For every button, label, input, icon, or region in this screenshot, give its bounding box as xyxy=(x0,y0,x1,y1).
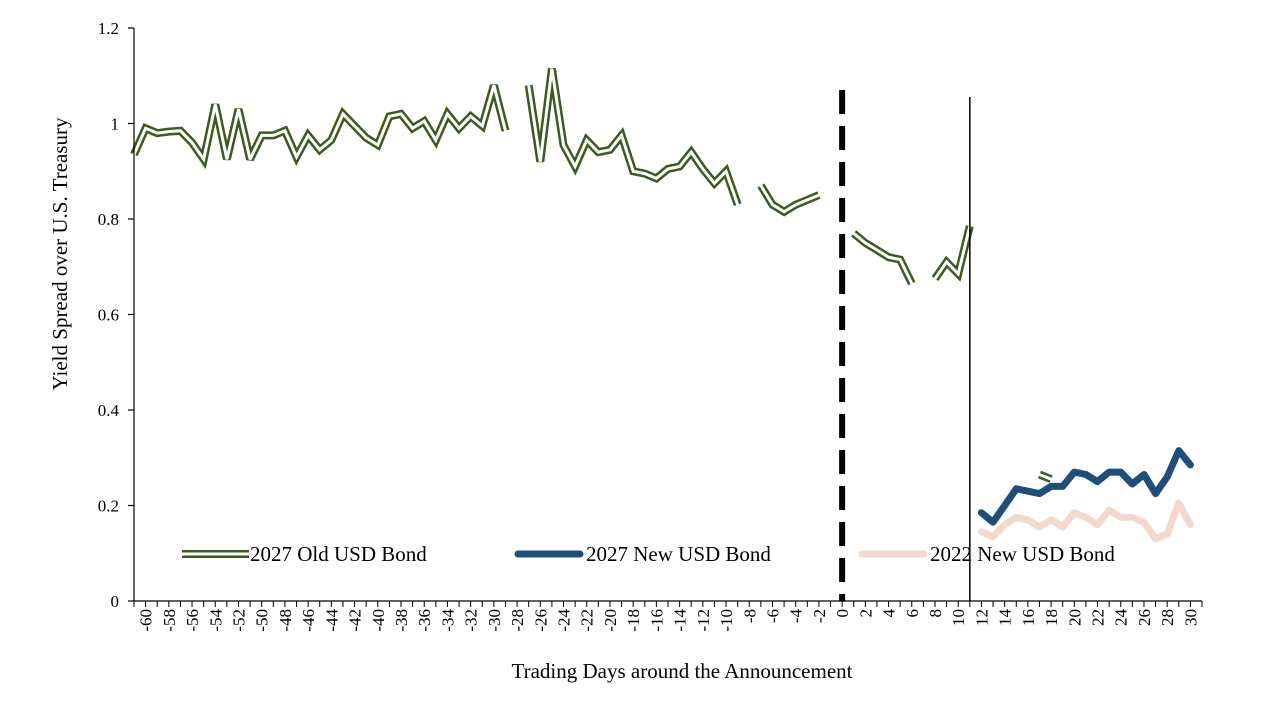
x-tick-label: 24 xyxy=(1112,609,1131,627)
x-tick-label: -20 xyxy=(601,609,620,632)
x-tick-label: -2 xyxy=(810,609,829,623)
2027-old-usd-bond-line-inner xyxy=(852,232,914,285)
x-tick-label: -18 xyxy=(624,609,643,632)
x-tick-label: -40 xyxy=(369,609,388,632)
y-ticks: 0 0.2 0.4 0.6 0.8 1 1.2 xyxy=(98,19,134,611)
x-tick-label: 30 xyxy=(1181,609,1200,626)
x-tick-label: -50 xyxy=(253,609,272,632)
x-tick-label: -32 xyxy=(462,609,481,632)
x-tick-label: -58 xyxy=(160,609,179,632)
x-tick-label: -38 xyxy=(392,609,411,632)
2027-new-usd-bond-legend-label: 2027 New USD Bond xyxy=(586,542,771,566)
x-tick-label: -36 xyxy=(415,609,434,632)
x-tick-label: -30 xyxy=(485,609,504,632)
x-ticks: -60 -58 -56 -54 -52 -50 -48 -46 -44 -42 -40 -38 -36-… xyxy=(133,601,1203,632)
legend: 2027 Old USD Bond 2027 New USD Bond 2022 N… xyxy=(182,542,1115,566)
x-tick-label: 2 xyxy=(856,609,875,618)
x-tick-label: -52 xyxy=(229,609,248,632)
2022-new-usd-bond-line xyxy=(977,499,1194,543)
x-tick-label: 18 xyxy=(1042,609,1061,626)
x-tick-label: -16 xyxy=(647,609,666,632)
x-axis-title: Trading Days around the Announcement xyxy=(511,659,852,683)
x-tick-label: 6 xyxy=(903,609,922,618)
x-tick-label: -42 xyxy=(346,609,365,632)
x-tick-label: 28 xyxy=(1158,609,1177,626)
2027-old-usd-bond-line-inner xyxy=(132,84,507,163)
x-tick-label: 12 xyxy=(972,609,991,626)
y-tick-label: 0 xyxy=(111,592,120,611)
plot-lines xyxy=(130,67,1194,543)
x-tick-label: 20 xyxy=(1065,609,1084,626)
x-tick-label: -24 xyxy=(555,609,574,632)
x-tick-label: -6 xyxy=(763,609,782,623)
2027-old-usd-bond-line-inner xyxy=(527,68,740,206)
x-tick-label: -44 xyxy=(322,609,341,632)
axes xyxy=(133,28,1202,602)
2027-old-usd-bond-legend-label: 2027 Old USD Bond xyxy=(250,542,427,566)
x-tick-label: -28 xyxy=(508,609,527,632)
x-tick-label: -54 xyxy=(206,609,225,632)
x-tick-label: -26 xyxy=(531,609,550,632)
x-tick-label: 16 xyxy=(1019,609,1038,626)
x-tick-label: -46 xyxy=(299,609,318,632)
vertical-markers xyxy=(839,90,971,601)
x-tick-label: 22 xyxy=(1089,609,1108,626)
x-tick-label: -60 xyxy=(137,609,156,632)
y-axis-title: Yield Spread over U.S. Treasury xyxy=(48,117,72,390)
x-tick-label: 8 xyxy=(926,609,945,618)
2022-new-usd-bond-legend-label: 2022 New USD Bond xyxy=(930,542,1115,566)
2027-old-usd-bond-line xyxy=(524,67,742,207)
x-tick-label: -34 xyxy=(438,609,457,632)
x-tick-label: -12 xyxy=(694,609,713,632)
y-tick-label: 1 xyxy=(111,115,120,134)
x-tick-label: -22 xyxy=(578,609,597,632)
x-tick-label: -8 xyxy=(740,609,759,623)
x-tick-label: -56 xyxy=(183,609,202,632)
x-tick-label: -14 xyxy=(671,609,690,632)
x-tick-label: 10 xyxy=(949,609,968,626)
x-tick-label: 4 xyxy=(880,609,899,618)
y-tick-label: 1.2 xyxy=(98,19,119,38)
x-tick-label: -48 xyxy=(276,609,295,632)
2027-old-usd-bond-line-inner xyxy=(759,184,820,214)
2027-old-usd-bond-line-inner xyxy=(933,225,972,280)
y-tick-label: 0.6 xyxy=(98,306,119,325)
2027-old-usd-bond-line-inner xyxy=(1038,473,1052,481)
x-tick-label: 14 xyxy=(996,609,1015,627)
y-tick-label: 0.4 xyxy=(98,401,120,420)
x-tick-label: -10 xyxy=(717,609,736,632)
x-tick-label: 0 xyxy=(833,609,852,618)
x-tick-label: 26 xyxy=(1135,609,1154,626)
y-tick-label: 0.2 xyxy=(98,497,119,516)
y-tick-label: 0.8 xyxy=(98,210,119,229)
x-tick-label: -4 xyxy=(787,609,806,624)
2027-new-usd-bond-line xyxy=(977,447,1194,526)
